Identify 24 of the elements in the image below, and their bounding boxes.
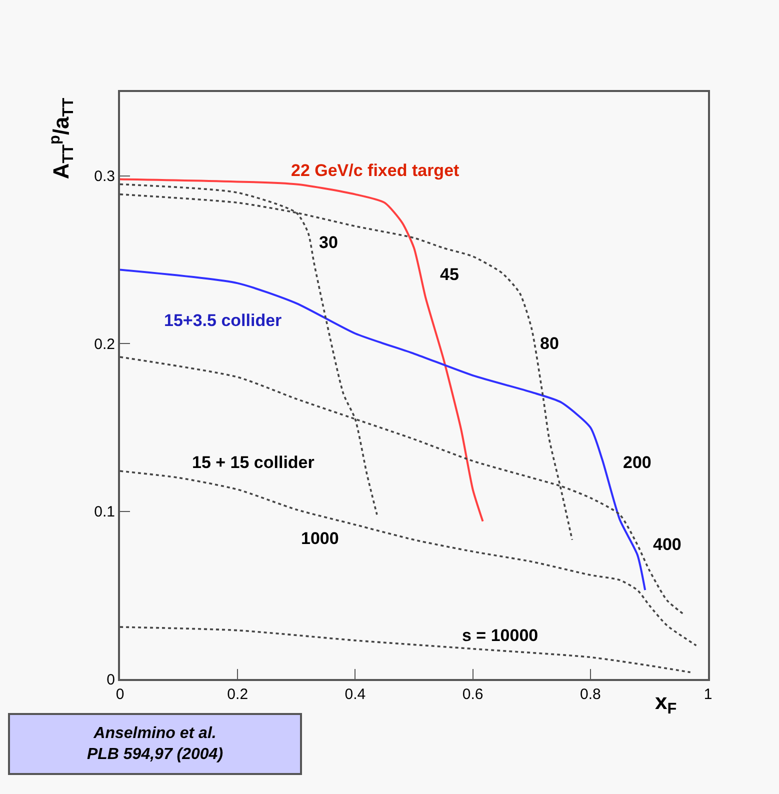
annotation: 1000 bbox=[301, 529, 339, 548]
annotation: 22 GeV/c fixed target bbox=[291, 161, 460, 180]
annotation: 200 bbox=[623, 453, 652, 472]
annotation: s = 10000 bbox=[462, 626, 538, 645]
annotation: 400 bbox=[653, 535, 682, 554]
text: Anselmino et al. PLB 594,97 (2004) bbox=[86, 725, 224, 763]
y-tick-label: 0.1 bbox=[94, 504, 115, 521]
x-axis-title: x$_{F}$ bbox=[655, 689, 677, 718]
x-tick-label: 0.6 bbox=[462, 686, 484, 703]
x-tick-label: 1 bbox=[704, 686, 712, 703]
annotation: 15 + 15 collider bbox=[192, 453, 315, 472]
line-series bbox=[120, 470, 698, 646]
x-tick-label: 0.2 bbox=[227, 686, 248, 703]
x-tick-label: 0.8 bbox=[580, 686, 601, 703]
line-series bbox=[120, 178, 484, 522]
annotation: 80 bbox=[540, 334, 559, 353]
annotation: 15+3.5 collider bbox=[164, 311, 282, 330]
y-tick-label: 0 bbox=[106, 671, 115, 688]
annotation: 30 bbox=[319, 233, 338, 252]
annotation: 45 bbox=[440, 265, 459, 284]
y-tick-label: 0.3 bbox=[94, 168, 115, 186]
line-series bbox=[120, 626, 692, 674]
x-tick-label: 0.4 bbox=[344, 686, 366, 703]
y-tick-label: 0.2 bbox=[94, 336, 115, 353]
